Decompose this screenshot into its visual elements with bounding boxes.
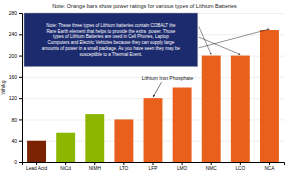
x-tick: NCA xyxy=(264,162,275,171)
x-tick-label: LTO xyxy=(119,166,128,171)
y-tick-label: 120 xyxy=(9,95,18,101)
bar xyxy=(114,119,133,162)
annotation-arrow xyxy=(199,29,270,48)
y-tick: 0 xyxy=(14,159,22,165)
y-tick-mark xyxy=(19,141,22,142)
bar xyxy=(27,141,46,162)
grid xyxy=(22,14,284,163)
y-tick: 240 xyxy=(9,31,22,37)
annotations: Lithium Iron Phosphate Note: These three … xyxy=(24,13,269,97)
x-tick-mark xyxy=(94,162,95,165)
x-tick-label: NIMH xyxy=(89,166,102,171)
y-tick-label: 280 xyxy=(9,10,18,16)
x-tick-label: NMC xyxy=(206,166,217,171)
x-tick-label: LMO xyxy=(177,166,188,171)
y-axis: 0 40 80 120 160 200 240 280 xyxy=(9,10,23,165)
x-tick-mark xyxy=(123,162,124,165)
x-axis-line xyxy=(23,163,285,166)
x-tick-label: Lead Acid xyxy=(26,166,47,171)
y-tick: 160 xyxy=(9,74,22,80)
y-tick-label: 40 xyxy=(11,138,17,144)
y-tick: 280 xyxy=(9,10,22,16)
note-text-line: amounts of power in a small package. As … xyxy=(42,46,181,51)
x-tick: Lead Acid xyxy=(26,162,47,171)
x-tick-mark xyxy=(211,162,212,165)
x-tick-label: LCO xyxy=(235,166,245,171)
chart-title: Note: Orange bars show power ratings for… xyxy=(52,3,237,9)
y-tick: 120 xyxy=(9,95,22,101)
x-tick: NIMH xyxy=(89,162,102,171)
x-tick-mark xyxy=(182,162,183,165)
y-tick: 200 xyxy=(9,53,22,59)
x-tick-label: NiCd xyxy=(60,166,71,171)
x-tick-label: LFP xyxy=(149,166,158,171)
x-tick-mark xyxy=(269,162,270,165)
note-text-line: Rare Earth element that helps to provide… xyxy=(46,29,175,34)
x-tick: NiCd xyxy=(60,162,71,171)
y-tick-label: 0 xyxy=(14,159,17,165)
y-tick-label: 240 xyxy=(9,31,18,37)
bar xyxy=(231,56,250,162)
plot-area: 0 40 80 120 160 200 240 280 Lead Acid NiCd NIMH LTO… xyxy=(0,10,285,171)
x-tick: LTO xyxy=(119,162,128,171)
y-tick-label: 200 xyxy=(9,53,18,59)
note-text-line: Note: These three types of Lithium batte… xyxy=(46,23,176,28)
annotation-label: Lithium Iron Phosphate xyxy=(142,75,194,81)
x-tick-mark xyxy=(36,162,37,165)
x-axis: Lead Acid NiCd NIMH LTO LFP LMO NMC LCO NCA xyxy=(23,162,285,171)
x-tick: LFP xyxy=(149,162,158,171)
y-tick-mark xyxy=(19,119,22,120)
annotation-arrow xyxy=(153,82,162,97)
y-tick-label: 160 xyxy=(9,74,18,80)
y-tick-mark xyxy=(19,13,22,14)
x-tick-mark xyxy=(65,162,66,165)
note-text: Note: These three types of Lithium batte… xyxy=(42,23,181,57)
bar xyxy=(173,88,192,163)
bar xyxy=(260,30,279,162)
x-tick: LCO xyxy=(235,162,245,171)
note-text-line: susceptible to a Thermal Event. xyxy=(79,52,142,57)
note-text-line: types of Lithium Batteries are used in C… xyxy=(53,34,169,39)
x-tick-label: NCA xyxy=(264,166,275,171)
x-tick: LMO xyxy=(177,162,188,171)
y-tick-label: 80 xyxy=(11,117,17,123)
bar xyxy=(85,114,104,162)
y-tick: 40 xyxy=(11,138,22,144)
y-tick-mark xyxy=(19,77,22,78)
y-tick-mark xyxy=(19,34,22,35)
y-tick-mark xyxy=(19,56,22,57)
chart: Note: Orange bars show power ratings for… xyxy=(0,0,289,174)
note-text-line: Computers and Electric Vehicles because … xyxy=(47,40,174,45)
annotation-arrow xyxy=(199,26,211,54)
y-axis-label: Wh/kg xyxy=(0,80,6,94)
y-tick: 80 xyxy=(11,117,22,123)
y-tick-mark xyxy=(19,162,22,163)
note-box xyxy=(24,13,198,67)
bars xyxy=(27,30,279,162)
x-tick-mark xyxy=(153,162,154,165)
bar xyxy=(144,98,163,162)
bar xyxy=(56,133,75,162)
y-tick-mark xyxy=(19,98,22,99)
x-tick: NMC xyxy=(206,162,217,171)
annotation-arrow xyxy=(199,37,241,54)
y-axis-line xyxy=(19,14,23,163)
x-tick-mark xyxy=(240,162,241,165)
bar xyxy=(202,56,221,162)
